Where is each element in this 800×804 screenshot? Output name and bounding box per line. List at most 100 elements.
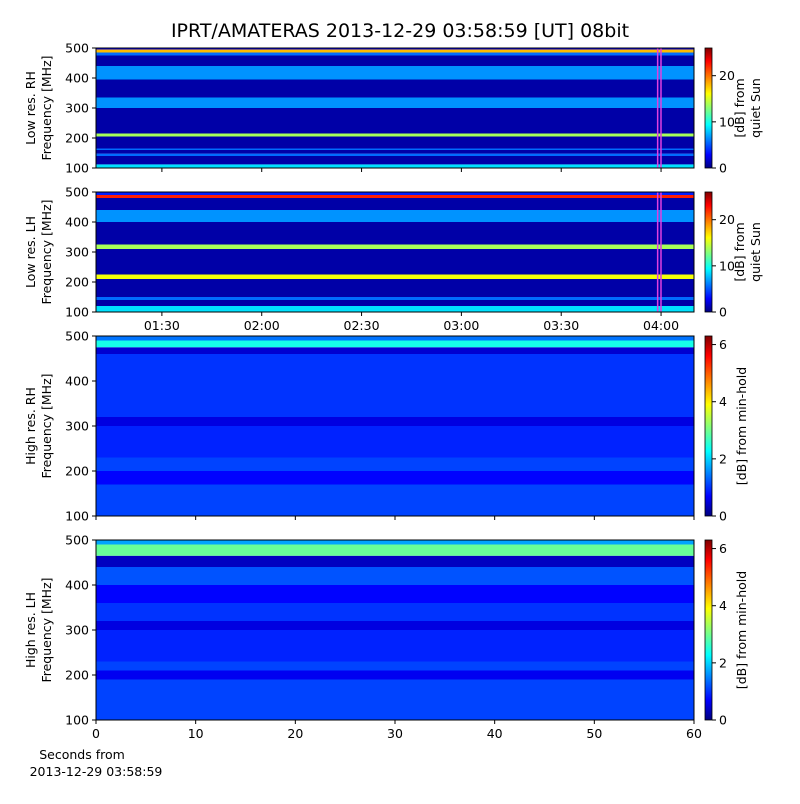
heatmap-band xyxy=(96,679,694,720)
heatmap-band xyxy=(96,52,694,56)
x-tick-label: 03:00 xyxy=(443,318,479,333)
heatmap-band xyxy=(96,471,694,485)
colorbar-label: [dB] from xyxy=(732,78,747,137)
colorbar-tick-label: 6 xyxy=(719,541,727,556)
x-tick-label: 50 xyxy=(586,726,602,741)
x-tick-label: 40 xyxy=(487,726,503,741)
heatmap-band xyxy=(96,79,694,98)
colorbar-label: [dB] from min-hold xyxy=(734,571,749,689)
y-tick-label: 200 xyxy=(65,131,89,146)
colorbar xyxy=(704,335,713,517)
heatmap-band xyxy=(96,133,694,137)
heatmap-band xyxy=(96,585,694,603)
colorbar-tick-label: 20 xyxy=(719,212,735,227)
y-axis-label: High res. RH xyxy=(23,387,38,465)
heatmap-band xyxy=(96,48,694,50)
colorbar xyxy=(704,191,713,313)
colorbar-tick-label: 2 xyxy=(719,655,727,670)
heatmap-band xyxy=(96,417,694,426)
colorbar-tick-label: 4 xyxy=(719,598,727,613)
x-tick-label: 04:00 xyxy=(643,318,679,333)
y-tick-label: 500 xyxy=(65,329,89,344)
heatmap-band xyxy=(96,340,694,348)
x-tick-label: 60 xyxy=(686,726,702,741)
heatmap-band xyxy=(96,603,694,621)
heatmap-band xyxy=(96,670,694,680)
heatmap-band xyxy=(96,150,694,154)
colorbar-tick-label: 0 xyxy=(719,713,727,728)
heatmap-band xyxy=(96,279,694,297)
y-axis-label: Frequency [MHz] xyxy=(39,199,54,304)
heatmap-band xyxy=(96,156,694,165)
heatmap-band xyxy=(96,148,694,150)
y-tick-label: 200 xyxy=(65,464,89,479)
y-tick-label: 400 xyxy=(65,578,89,593)
heatmap-band xyxy=(96,621,694,630)
x-tick-label: 02:00 xyxy=(244,318,280,333)
colorbar xyxy=(704,539,713,721)
y-tick-label: 100 xyxy=(65,305,89,320)
x-tick-label: 02:30 xyxy=(344,318,380,333)
heatmap-band xyxy=(96,55,694,66)
heatmap-band xyxy=(96,567,694,585)
colorbar-label: [dB] from xyxy=(732,222,747,281)
y-tick-label: 500 xyxy=(65,533,89,548)
colorbar-tick-label: 0 xyxy=(719,305,727,320)
footnote: 2013-12-29 03:58:59 xyxy=(30,764,163,779)
heatmap-band xyxy=(96,544,694,556)
heatmap-band xyxy=(96,540,694,545)
x-tick-label: 0 xyxy=(92,726,100,741)
x-tick-label: 20 xyxy=(287,726,303,741)
heatmap-band xyxy=(96,136,694,149)
colorbar-tick-label: 6 xyxy=(719,337,727,352)
x-tick-label: 01:30 xyxy=(144,318,180,333)
colorbar-label: quiet Sun xyxy=(748,222,763,282)
colorbar xyxy=(704,47,713,169)
heatmap-band xyxy=(96,297,694,300)
y-axis-label: Frequency [MHz] xyxy=(39,577,54,682)
y-axis-label: Frequency [MHz] xyxy=(39,55,54,160)
y-tick-label: 500 xyxy=(65,185,89,200)
y-tick-label: 300 xyxy=(65,101,89,116)
heatmap-band xyxy=(96,661,694,671)
y-tick-label: 300 xyxy=(65,245,89,260)
colorbar-tick-label: 2 xyxy=(719,451,727,466)
y-tick-label: 100 xyxy=(65,509,89,524)
y-tick-label: 200 xyxy=(65,275,89,290)
heatmap-band xyxy=(96,244,694,249)
heatmap-band xyxy=(96,274,694,279)
heatmap-band xyxy=(96,426,694,458)
heatmap-band xyxy=(96,195,694,198)
y-axis-label: Low res. LH xyxy=(23,216,38,288)
heatmap-band xyxy=(96,66,694,80)
colorbar-tick-label: 0 xyxy=(719,509,727,524)
heatmap-band xyxy=(96,164,694,168)
heatmap-band xyxy=(96,249,694,275)
heatmap-band xyxy=(96,210,694,222)
colorbar-tick-label: 10 xyxy=(719,114,735,129)
chart-title: IPRT/AMATERAS 2013-12-29 03:58:59 [UT] 0… xyxy=(171,20,629,42)
colorbar-tick-label: 20 xyxy=(719,68,735,83)
heatmap-band xyxy=(96,49,694,53)
heatmap-band xyxy=(96,198,694,210)
heatmap-band xyxy=(96,457,694,471)
y-tick-label: 300 xyxy=(65,419,89,434)
y-tick-label: 100 xyxy=(65,713,89,728)
heatmap-band xyxy=(96,153,694,156)
x-tick-label: 03:30 xyxy=(543,318,579,333)
colorbar-tick-label: 0 xyxy=(719,161,727,176)
y-tick-label: 100 xyxy=(65,161,89,176)
y-axis-label: Low res. RH xyxy=(23,71,38,145)
y-tick-label: 300 xyxy=(65,623,89,638)
heatmap-band xyxy=(96,192,694,195)
x-tick-label: 10 xyxy=(188,726,204,741)
colorbar-label: quiet Sun xyxy=(748,78,763,138)
y-tick-label: 500 xyxy=(65,41,89,56)
heatmap-band xyxy=(96,347,694,354)
y-axis-label: High res. LH xyxy=(23,592,38,668)
heatmap-band xyxy=(96,484,694,516)
colorbar-tick-label: 4 xyxy=(719,394,727,409)
heatmap-band xyxy=(96,108,694,134)
heatmap-band xyxy=(96,336,694,341)
